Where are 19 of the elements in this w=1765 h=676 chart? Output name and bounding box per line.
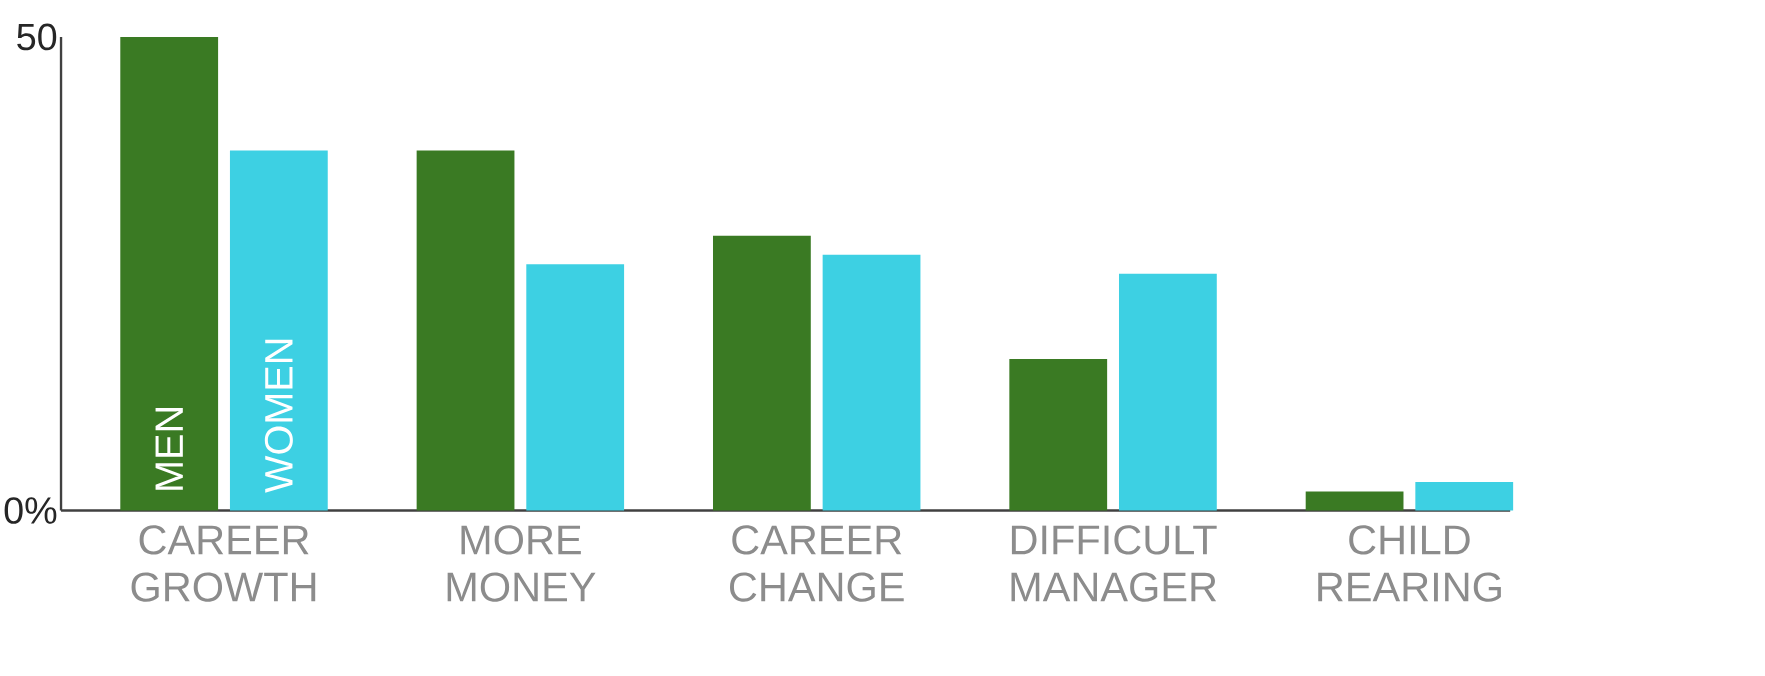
series-label: WOMEN [264,339,293,493]
bar [1118,273,1217,511]
x-tick-label: MORE MONEY [447,525,596,602]
bar [1415,481,1514,511]
x-tick-label: CHILD REARING [1318,525,1501,602]
series-label: MEN [155,407,183,490]
y-tick-label: 50 [17,23,57,51]
bar [229,150,328,511]
bar [1009,358,1108,511]
bar [712,235,811,511]
bar [822,254,921,511]
y-tick-label: 0% [4,497,57,524]
x-tick-label: CAREER GROWTH [131,525,316,602]
x-tick-label: CAREER CHANGE [730,525,904,602]
bar [120,36,219,511]
x-tick-label: DIFFICULT MANAGER [1011,525,1217,602]
bar [526,264,625,511]
bar [416,150,515,511]
bar [1305,491,1404,511]
